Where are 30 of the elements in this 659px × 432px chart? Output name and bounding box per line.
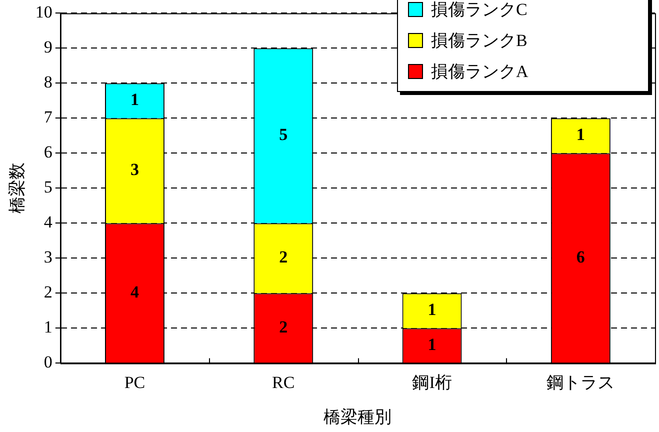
legend-label: 損傷ランクC (431, 0, 528, 22)
y-tick-label: 1 (44, 318, 52, 337)
y-tick-label: 2 (44, 282, 52, 302)
x-axis-title: 橋梁種別 (324, 407, 392, 426)
data-label: 1 (428, 300, 436, 320)
y-tick-label: 10 (35, 2, 52, 22)
data-label: 6 (576, 247, 585, 266)
x-tick-label: PC (124, 372, 146, 392)
y-tick-label: 9 (44, 38, 52, 57)
y-tick-label: 7 (44, 108, 53, 127)
data-label: 4 (130, 282, 140, 302)
data-label: 3 (130, 160, 139, 180)
legend-label: 損傷ランクB (431, 30, 528, 52)
y-tick-label: 8 (44, 72, 52, 92)
data-label: 1 (130, 90, 139, 110)
y-axis-title: 橋梁数 (8, 162, 27, 214)
x-tick-label: 鋼I桁 (412, 372, 452, 392)
y-tick-label: 4 (44, 212, 53, 232)
data-label: 5 (279, 125, 288, 144)
data-label: 2 (279, 248, 288, 267)
data-label: 1 (576, 125, 585, 144)
x-tick-label: RC (272, 372, 295, 392)
x-tick-label: 鋼トラス (546, 372, 615, 392)
legend-label: 損傷ランクA (431, 61, 528, 84)
y-tick-label: 6 (44, 142, 52, 162)
data-label: 1 (428, 334, 436, 354)
y-tick-label: 0 (44, 352, 52, 372)
data-label: 2 (279, 317, 288, 336)
y-tick-label: 5 (44, 178, 52, 197)
y-tick-label: 3 (44, 248, 52, 267)
